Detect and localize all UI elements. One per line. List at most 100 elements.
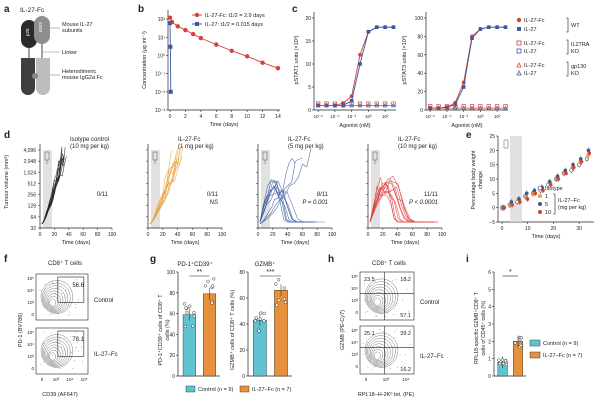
d-xlabel: Time (days) [171,240,200,246]
c1-point [358,52,362,57]
g-right-dot [282,286,286,290]
panel-g: g PD-1⁺CD39⁺ GZMB⁺ PD-1⁺CD39⁺ cells of C… [150,254,292,393]
h-event [394,337,396,339]
legend-g-il27fc: IL-27–Fc (n = 7) [252,387,291,393]
c2-ko-point-2 [461,105,467,111]
subunits-label-2: subunits [62,28,83,34]
c1-ko-point-2 [374,102,380,108]
d-xtick-label: 100 [438,232,447,238]
d-xtick-label: 20 [270,232,276,238]
h-event [385,363,387,364]
e-ytick-label: 20 [489,148,495,154]
c2-ytick-label: 20 [417,90,423,96]
h-event [367,311,369,313]
c2-ko-point [469,104,475,109]
panel-f-bottom-group: IL-27–Fc [94,352,118,358]
h-event [387,312,388,314]
h-contour [367,284,394,312]
c2-ko-point-2 [478,105,483,111]
h-event [383,331,384,333]
f-contour [49,298,56,307]
b-xtick-label: 12 [260,114,266,120]
e-point [502,205,507,210]
h-ytick-label: 10³ [351,352,358,357]
c1-xtick-label: 10⁰ [365,114,372,119]
p28-subunit [21,20,37,48]
panel-letter-i: i [466,254,469,265]
i-dot [502,361,506,366]
h-contour [369,343,389,364]
b-point [175,24,180,29]
h-event [402,299,404,301]
c1-point [366,30,371,34]
g-right-dot [257,329,261,333]
f-ytick-label: 10⁵ [27,276,34,281]
b-point [198,35,204,41]
c1-ko-point [341,101,346,106]
c1-ko-point-2 [366,102,371,108]
e-point [525,197,530,201]
f-contour [48,296,59,308]
c2-ko-point-2 [503,105,508,111]
h-event [395,304,396,306]
d-tumour-curve [259,184,301,223]
h-contour [371,292,386,309]
g-left-ytick-label: 80 [169,291,175,297]
b-point [214,42,219,47]
f-contour [40,280,73,314]
g-right-dot [275,303,279,307]
e-point [556,177,561,181]
d-treatment-band [261,150,270,228]
legend-c-1: IL-27 [524,27,537,33]
d-pvalue: P = 0.001 [302,200,328,206]
f-event [49,314,50,316]
panel-letter-f: f [4,254,8,265]
f-event [65,290,67,291]
legend-e-title: IL-27–Fc [558,198,580,204]
b-ytick-label: 10¹ [158,35,166,41]
d-subplot-title-2: (10 mg per kg) [70,144,109,150]
h-event [373,350,375,351]
d-xtick-label: 40 [66,232,72,238]
d-tumour-curve [369,178,431,223]
legend-c-2: IL-27-Fc [524,41,545,47]
e-ytick-label: 0 [492,206,495,212]
c1-series-line [318,26,394,106]
h-event [404,363,406,364]
b-point [183,27,188,33]
h-event [371,369,373,370]
f-event [63,350,65,351]
c2-point [478,27,483,31]
f-event [44,331,46,332]
c2-ko-point [444,104,450,109]
e-ytick-label: 5 [492,191,495,197]
i-ytick-label: 2 [488,339,491,345]
f-event [49,340,51,342]
panel-c-legend: IL-27-Fc IL-27 WT IL-27-Fc IL-27 IL27RA … [516,17,590,77]
f-xtick-label: 0 [41,377,44,382]
panel-f: f CD8⁺ T cells 56.6 10⁵ 10⁴ 10³ 0 78.1 10⁵ 10⁴ 1… [4,254,118,398]
panel-h-ylabel: GZMB (PE-Cy7) [340,310,346,350]
c1-xtick-label: 10⁻⁴ [330,114,339,119]
g-right-ytick-label: 20 [239,348,245,354]
c2-xtick-label: 10² [494,114,501,119]
f-event [62,293,63,294]
d-subplot-title: IL-27-Fc [288,137,310,143]
h-event [363,300,365,301]
panel-c-right-xlabel: Agonist (nM) [451,123,482,129]
g-left-dot [210,301,214,305]
h-event [397,366,398,368]
g-left-dot [210,284,215,288]
h-contour [371,346,386,363]
c2-ko-point [436,104,441,109]
d-xtick-label: 0 [257,232,260,238]
d-pvalue: NS [210,200,218,206]
panel-a: a IL-27-Fc p28 EBI3 Mouse IL-27 subunits… [4,4,103,95]
f-event [71,352,72,353]
legend-c-4: IL-27-Fc [524,63,545,69]
f-event [73,290,75,292]
h-ytick-label: 0 [355,310,358,315]
h-contour [364,332,399,368]
legend-c-0: IL-27-Fc [524,18,545,24]
d-subplot-title: IL-27-Fc [178,137,200,143]
